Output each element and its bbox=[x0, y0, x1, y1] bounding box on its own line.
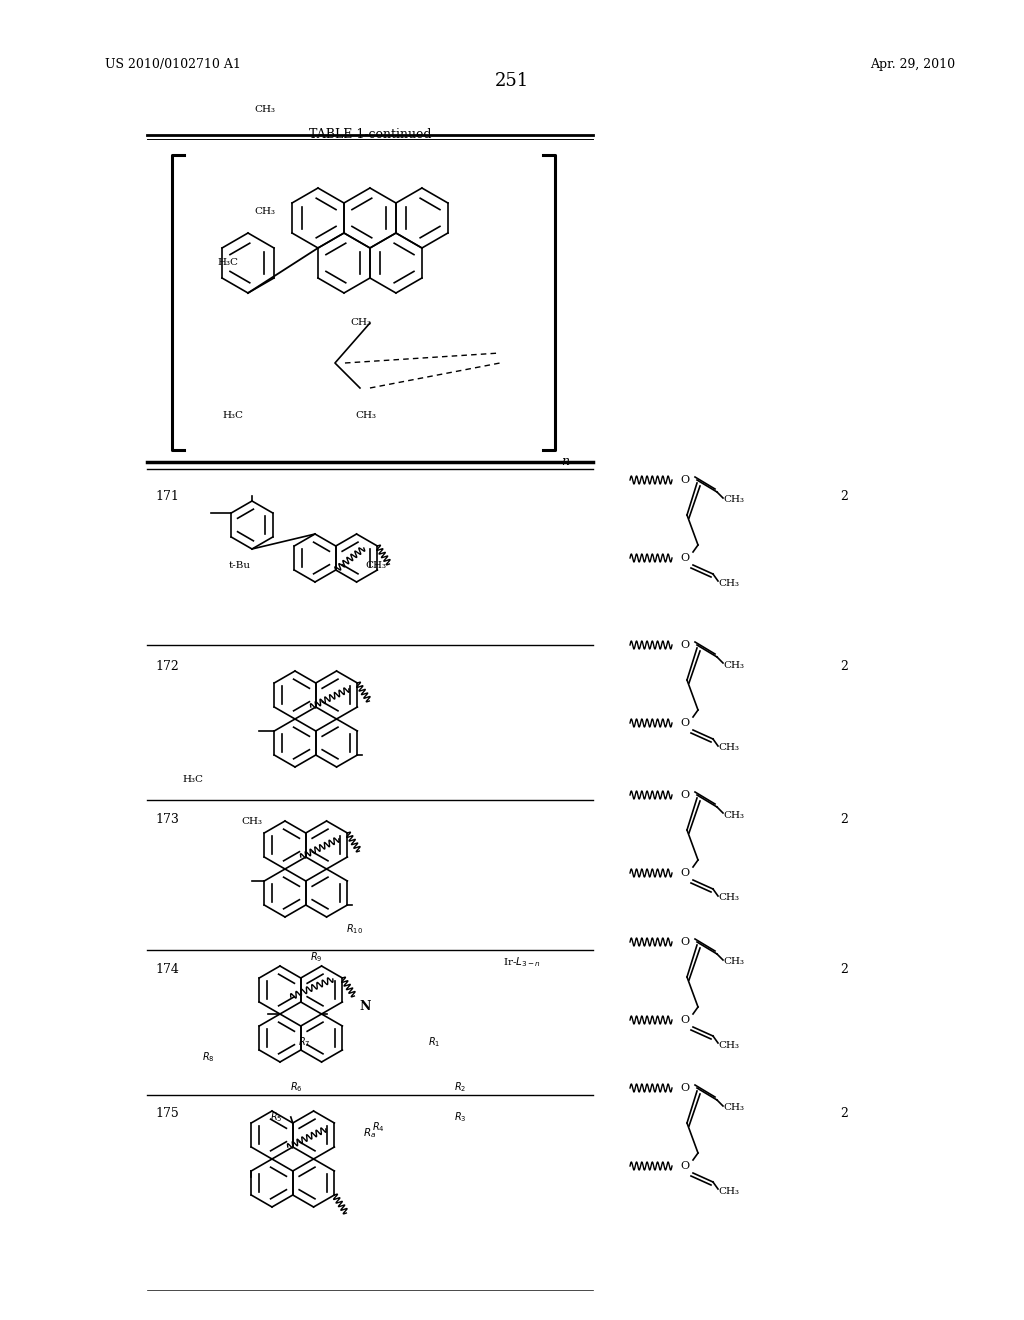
Text: O: O bbox=[680, 553, 689, 564]
Text: $R_6$: $R_6$ bbox=[291, 1080, 303, 1094]
Text: $R_8$: $R_8$ bbox=[203, 1051, 215, 1064]
Text: O: O bbox=[680, 475, 689, 484]
Text: O: O bbox=[680, 1082, 689, 1093]
Text: 171: 171 bbox=[155, 490, 179, 503]
Text: CH₃: CH₃ bbox=[254, 106, 275, 114]
Text: N: N bbox=[359, 1001, 371, 1014]
Text: CH₃: CH₃ bbox=[350, 318, 372, 327]
Text: $R_9$: $R_9$ bbox=[310, 950, 323, 964]
Text: CH₃: CH₃ bbox=[723, 810, 744, 820]
Text: CH₃: CH₃ bbox=[718, 1040, 739, 1049]
Text: $R_4$: $R_4$ bbox=[372, 1121, 385, 1134]
Text: H₃C: H₃C bbox=[222, 411, 243, 420]
Text: US 2010/0102710 A1: US 2010/0102710 A1 bbox=[105, 58, 241, 71]
Text: 251: 251 bbox=[495, 73, 529, 90]
Text: H₃C: H₃C bbox=[182, 776, 203, 784]
Text: CH₃: CH₃ bbox=[718, 743, 739, 752]
Text: 2: 2 bbox=[840, 813, 848, 826]
Text: CH₃: CH₃ bbox=[718, 894, 739, 903]
Text: O: O bbox=[680, 937, 689, 946]
Text: 174: 174 bbox=[155, 964, 179, 975]
Text: O: O bbox=[680, 1162, 689, 1171]
Text: t-Bu: t-Bu bbox=[229, 561, 251, 569]
Text: CH₃: CH₃ bbox=[355, 411, 377, 420]
Text: $R_a$: $R_a$ bbox=[364, 1126, 377, 1140]
Text: CH₃: CH₃ bbox=[718, 578, 739, 587]
Text: CH₃: CH₃ bbox=[242, 817, 262, 826]
Text: O: O bbox=[680, 718, 689, 729]
Text: $R_{10}$: $R_{10}$ bbox=[346, 921, 364, 936]
Text: 2: 2 bbox=[840, 1107, 848, 1119]
Text: CH₃: CH₃ bbox=[723, 957, 744, 966]
Text: O: O bbox=[680, 869, 689, 878]
Text: $R_1$: $R_1$ bbox=[428, 1035, 440, 1049]
Text: $R_2$: $R_2$ bbox=[454, 1080, 466, 1094]
Text: $R_3$: $R_3$ bbox=[454, 1110, 467, 1123]
Text: CH₃: CH₃ bbox=[254, 207, 275, 216]
Text: CH₃: CH₃ bbox=[718, 1187, 739, 1196]
Text: CH₃: CH₃ bbox=[723, 660, 744, 669]
Text: CH₃: CH₃ bbox=[723, 495, 744, 504]
Text: 173: 173 bbox=[155, 813, 179, 826]
Text: CH₃: CH₃ bbox=[366, 561, 387, 569]
Text: $R_7$: $R_7$ bbox=[298, 1035, 311, 1049]
Text: O: O bbox=[680, 789, 689, 800]
Text: n: n bbox=[561, 455, 569, 469]
Text: 172: 172 bbox=[155, 660, 179, 673]
Text: $R_5$: $R_5$ bbox=[270, 1110, 283, 1123]
Text: 2: 2 bbox=[840, 964, 848, 975]
Text: Ir-$L_{3-n}$: Ir-$L_{3-n}$ bbox=[503, 956, 541, 969]
Text: CH₃: CH₃ bbox=[723, 1104, 744, 1113]
Text: O: O bbox=[680, 640, 689, 649]
Text: 2: 2 bbox=[840, 490, 848, 503]
Text: TABLE 1-continued: TABLE 1-continued bbox=[309, 128, 431, 141]
Text: H₃C: H₃C bbox=[217, 259, 238, 267]
Text: Apr. 29, 2010: Apr. 29, 2010 bbox=[870, 58, 955, 71]
Text: O: O bbox=[680, 1015, 689, 1026]
Text: 2: 2 bbox=[840, 660, 848, 673]
Text: 175: 175 bbox=[155, 1107, 179, 1119]
